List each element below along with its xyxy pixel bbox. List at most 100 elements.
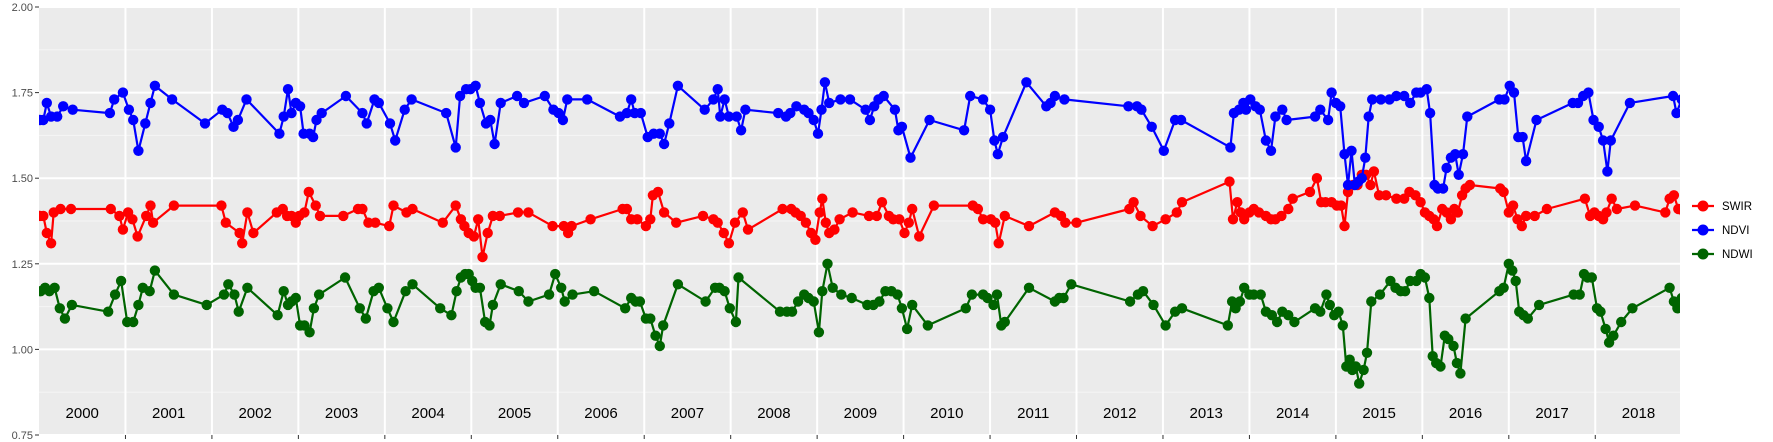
data-point-ndwi [484, 320, 495, 331]
data-point-swir [370, 217, 381, 228]
data-point-ndwi [1222, 320, 1234, 331]
year-label: 2017 [1535, 405, 1568, 422]
data-point-ndvi [454, 90, 466, 102]
data-point-ndvi [621, 107, 633, 119]
data-point-swir [1516, 220, 1528, 232]
data-point-ndvi [715, 111, 726, 122]
data-point-ndvi [1602, 166, 1613, 177]
data-point-ndvi [316, 107, 327, 119]
data-point-ndwi [1419, 272, 1431, 283]
data-point-swir [384, 220, 395, 232]
data-point-ndwi [786, 306, 798, 317]
data-point-swir [45, 238, 57, 249]
data-point-swir [817, 193, 828, 204]
year-label: 2015 [1362, 405, 1395, 422]
data-point-ndwi [1271, 316, 1283, 328]
data-point-swir [1287, 193, 1298, 204]
data-point-ndvi [1624, 97, 1636, 109]
data-point-ndwi [808, 296, 819, 307]
data-point-ndwi [822, 258, 833, 269]
data-point-swir [1452, 207, 1464, 218]
data-point-ndwi [149, 265, 161, 276]
data-point-ndvi [860, 104, 871, 115]
data-point-ndvi [1597, 135, 1609, 146]
y-tick-label: 2.00 [12, 2, 33, 14]
legend-label-ndwi: NDWI [1722, 249, 1753, 261]
year-label: 2016 [1449, 405, 1482, 422]
data-point-ndwi [1399, 286, 1411, 297]
data-point-ndvi [241, 94, 252, 105]
data-point-ndvi [58, 101, 69, 112]
data-point-ndwi [896, 303, 908, 314]
data-point-ndvi [166, 94, 178, 105]
data-point-ndwi [1608, 330, 1619, 341]
data-point-ndvi [41, 97, 52, 109]
data-point-ndwi [1507, 265, 1518, 276]
data-point-ndvi [1499, 94, 1510, 105]
data-point-swir [482, 227, 493, 239]
data-point-ndwi [1148, 299, 1159, 311]
data-point-ndvi [518, 97, 530, 109]
data-point-ndvi [441, 107, 452, 119]
data-point-swir [1611, 203, 1623, 215]
data-point-ndvi [1520, 155, 1532, 167]
data-point-ndvi [658, 138, 670, 150]
data-point-ndvi [109, 94, 120, 105]
data-point-swir [234, 227, 245, 239]
data-point-ndvi [1260, 135, 1272, 146]
data-point-swir [55, 203, 66, 215]
data-point-ndvi [1346, 145, 1357, 156]
data-point-ndvi [52, 111, 63, 122]
data-point-ndwi [128, 316, 139, 328]
data-point-ndvi [495, 97, 506, 109]
data-point-ndvi [989, 135, 1000, 146]
data-point-ndwi [1455, 368, 1466, 379]
data-point-ndwi [115, 275, 127, 287]
data-point-swir [729, 217, 741, 228]
data-point-ndvi [1335, 101, 1346, 112]
data-point-swir [310, 200, 321, 211]
data-point-ndvi [1391, 90, 1402, 102]
data-point-swir [1668, 190, 1680, 201]
data-point-ndvi [390, 135, 401, 146]
data-point-ndwi [278, 286, 289, 297]
data-point-swir [1520, 210, 1532, 222]
data-point-swir [1415, 197, 1426, 208]
data-point-swir [1147, 220, 1158, 232]
data-point-ndvi [286, 107, 297, 119]
data-point-ndwi [719, 286, 730, 297]
data-point-swir [742, 224, 754, 235]
data-point-ndwi [308, 303, 320, 314]
data-point-ndvi [785, 107, 796, 119]
legend-key-point [1697, 224, 1709, 236]
data-point-ndvi [635, 107, 646, 119]
data-point-ndvi [340, 90, 352, 102]
data-point-ndwi [109, 289, 121, 300]
data-point-swir [147, 217, 159, 228]
data-point-ndwi [988, 299, 999, 311]
data-point-ndvi [984, 104, 996, 115]
data-point-swir [388, 200, 399, 211]
data-point-ndwi [1448, 340, 1459, 352]
data-point-ndwi [650, 330, 661, 341]
data-point-ndwi [144, 286, 155, 297]
data-point-swir [977, 214, 989, 225]
data-point-ndvi [1681, 94, 1691, 104]
data-point-swir [450, 200, 461, 211]
data-point-swir [621, 203, 633, 215]
data-point-ndvi [1375, 94, 1387, 105]
data-point-ndvi [511, 90, 523, 102]
data-point-swir [1431, 220, 1443, 232]
data-point-swir [242, 207, 253, 218]
year-label: 2004 [411, 405, 444, 422]
data-point-ndwi [836, 289, 847, 300]
data-point-ndvi [712, 84, 723, 95]
data-point-swir [1601, 207, 1612, 218]
data-point-ndwi [1451, 357, 1463, 369]
data-point-ndwi [620, 303, 631, 314]
data-point-ndvi [1367, 94, 1378, 105]
data-point-ndwi [1595, 306, 1606, 317]
data-point-swir [632, 214, 643, 225]
y-tick-label: 1.25 [12, 259, 33, 271]
data-point-ndwi [388, 316, 399, 328]
